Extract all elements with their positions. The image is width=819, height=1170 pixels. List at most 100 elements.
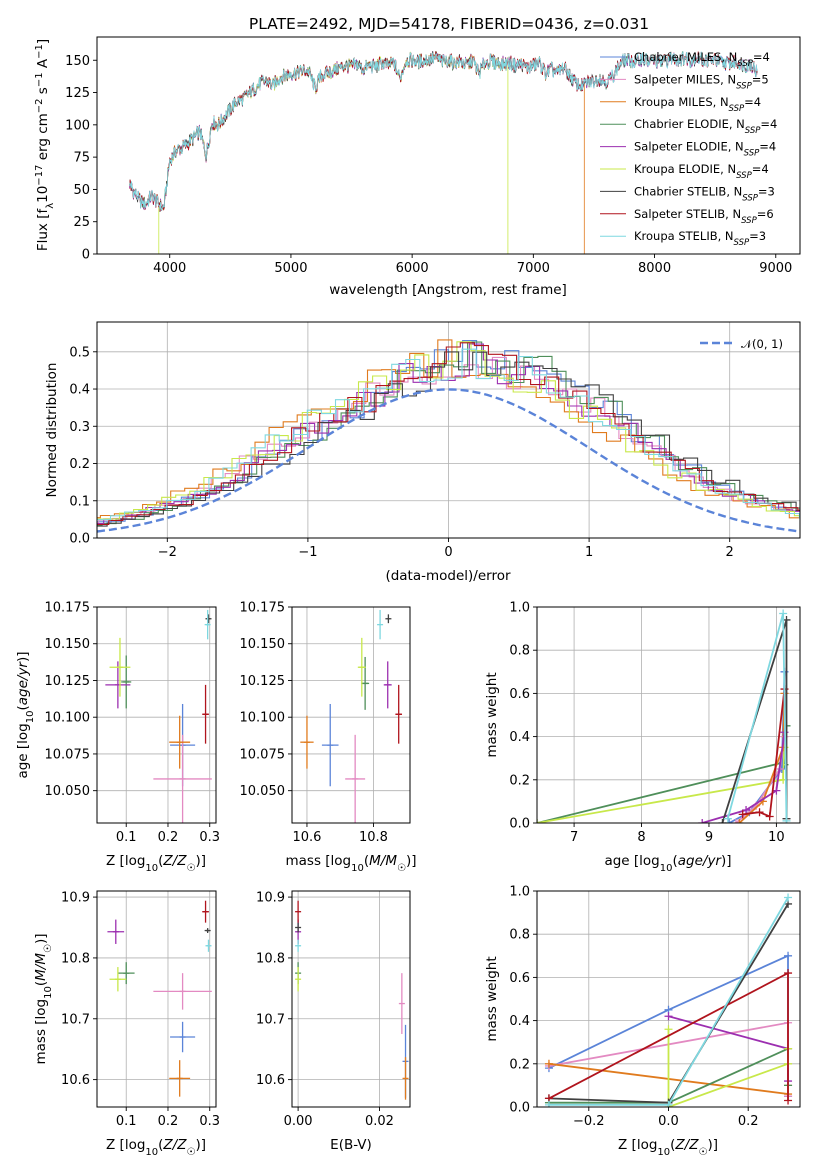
weight-point-marker (784, 969, 793, 978)
x-tick-label: 0.02 (365, 1114, 394, 1129)
legend-label: Kroupa MILES, NSSP=4 (634, 95, 761, 114)
y-tick-label: 0.4 (509, 730, 530, 745)
y-tick-label: 0.1 (69, 494, 90, 509)
x-axis-label: wavelength [Angstrom, rest frame] (329, 282, 567, 298)
x-axis-label: Z [log10(Z/Z☉)] (618, 1137, 718, 1158)
y-tick-label: 0.5 (69, 345, 90, 360)
histogram-series (97, 340, 800, 527)
x-tick-label: 8000 (638, 261, 671, 276)
x-tick-label: −0.2 (573, 1114, 605, 1129)
x-tick-label: 7 (570, 830, 578, 845)
x-tick-label: 0.2 (738, 1114, 759, 1129)
grid (292, 891, 410, 1107)
legend: 𝒩(0, 1) (700, 337, 783, 351)
ticks: 4000 5000 6000 7000 8000 9000 0 25 50 75 100 125 150 (65, 54, 792, 276)
weight-point-marker (755, 808, 764, 817)
y-tick-label: 25 (73, 215, 90, 230)
y-tick-label: 0.0 (509, 817, 530, 832)
legend-label: Salpeter ELODIE, NSSP=4 (634, 140, 776, 159)
grid (292, 606, 410, 823)
weight-point-marker (725, 819, 734, 823)
legend: Chabrier MILES, NSSP=4 Salpeter MILES, NS… (600, 50, 777, 248)
plot-area (107, 900, 212, 1097)
x-axis-label: (data-model)/error (385, 568, 511, 584)
y-tick-label: 0.3 (69, 420, 90, 435)
x-tick-label: −1 (298, 545, 317, 560)
weight-point-marker (664, 1025, 673, 1034)
axes-frame (96, 890, 217, 1108)
weight-point-marker (664, 1012, 673, 1021)
weight-point-marker (772, 786, 781, 795)
weight-vs-metallicity-panel: −0.2 0.0 0.2 0.0 0.2 0.4 0.6 0.8 1.0 Z [log10(Z/Z… (484, 885, 801, 1158)
histogram-series (97, 351, 800, 527)
plot-area (300, 609, 403, 823)
x-tick-label: 0.00 (284, 1114, 313, 1129)
x-axis-label: E(B-V) (330, 1137, 372, 1153)
y-tick-label: 125 (65, 86, 90, 101)
y-tick-label: 0.4 (69, 383, 90, 398)
plot-area (295, 900, 409, 1100)
legend-label: Salpeter MILES, NSSP=5 (634, 72, 769, 91)
y-tick-label: 10.7 (61, 1012, 90, 1027)
x-tick-label: 9 (705, 830, 713, 845)
plot-area (537, 609, 791, 823)
plot-area (105, 609, 212, 823)
x-tick-label: 0 (444, 545, 452, 560)
x-axis-label: mass [log10(M/M☉)] (285, 853, 416, 874)
y-axis-label: Normed distribution (44, 363, 60, 498)
y-tick-label: 0.6 (509, 971, 530, 986)
weight-point-marker (782, 816, 791, 823)
y-tick-label: 10.125 (240, 674, 286, 689)
legend-label: Chabrier ELODIE, NSSP=4 (634, 117, 777, 136)
x-tick-label: 0.0 (658, 1114, 679, 1129)
x-axis-label: Z [log10(Z/Z☉)] (106, 1137, 206, 1158)
y-tick-label: 10.050 (45, 784, 91, 799)
weight-point-marker (784, 1096, 793, 1105)
y-tick-label: 0.2 (69, 457, 90, 472)
histogram-series (97, 356, 800, 524)
weight-series-line (537, 747, 786, 823)
y-tick-label: 75 (73, 151, 90, 166)
weight-point-marker (718, 819, 727, 823)
x-tick-label: −2 (158, 545, 177, 560)
y-tick-label: 10.150 (45, 637, 91, 652)
plot-area (97, 339, 800, 533)
weight-point-marker (784, 951, 793, 960)
y-tick-label: 10.125 (45, 674, 91, 689)
x-axis-label: age [log10(age/yr)] (604, 853, 731, 874)
weight-point-marker (742, 806, 751, 815)
histogram-series (97, 341, 800, 526)
x-tick-label: 8 (637, 830, 645, 845)
spectrum-series-line (129, 52, 585, 254)
ticks: 0.1 0.2 0.3 10.6 10.7 10.8 10.9 (61, 891, 220, 1129)
weight-point-marker (698, 819, 707, 823)
x-tick-label: 0.2 (158, 1114, 179, 1129)
plot-area (129, 50, 758, 254)
x-tick-label: 5000 (274, 261, 307, 276)
y-tick-label: 10.6 (256, 1073, 285, 1088)
x-tick-label: 0.1 (116, 1114, 137, 1129)
y-tick-label: 0.0 (509, 1101, 530, 1116)
x-tick-label: 1 (585, 545, 593, 560)
weight-series-line (742, 688, 786, 818)
legend-label: Chabrier STELIB, NSSP=3 (634, 184, 775, 203)
x-tick-label: 2 (726, 545, 734, 560)
y-tick-label: 0.4 (509, 1014, 530, 1029)
x-axis-label: Z [log10(Z/Z☉)] (106, 853, 206, 874)
weight-point-marker (765, 812, 774, 821)
age-vs-metallicity-panel: 0.1 0.2 0.3 10.050 10.075 10.100 10.125 10.150 1… (15, 601, 220, 874)
x-tick-label: 7000 (517, 261, 550, 276)
mass-vs-ebv-panel: 0.00 0.02 10.6 10.7 10.8 10.9 E(B-V) (256, 890, 411, 1153)
weight-point-marker (544, 1100, 553, 1107)
x-tick-label: 6000 (396, 261, 429, 276)
y-tick-label: 10.175 (45, 601, 91, 616)
legend-label: Salpeter STELIB, NSSP=6 (634, 207, 774, 226)
y-tick-label: 0.6 (509, 687, 530, 702)
spectrum-series-line (129, 50, 758, 211)
axes-frame (96, 321, 801, 539)
mass-vs-metallicity-panel: 0.1 0.2 0.3 10.6 10.7 10.8 10.9 Z [log10(Z/Z☉)]… (33, 890, 220, 1158)
axes-frame (536, 890, 801, 1108)
y-tick-label: 10.075 (45, 747, 91, 762)
y-tick-label: 10.9 (61, 891, 90, 906)
axes-frame (291, 890, 411, 1108)
